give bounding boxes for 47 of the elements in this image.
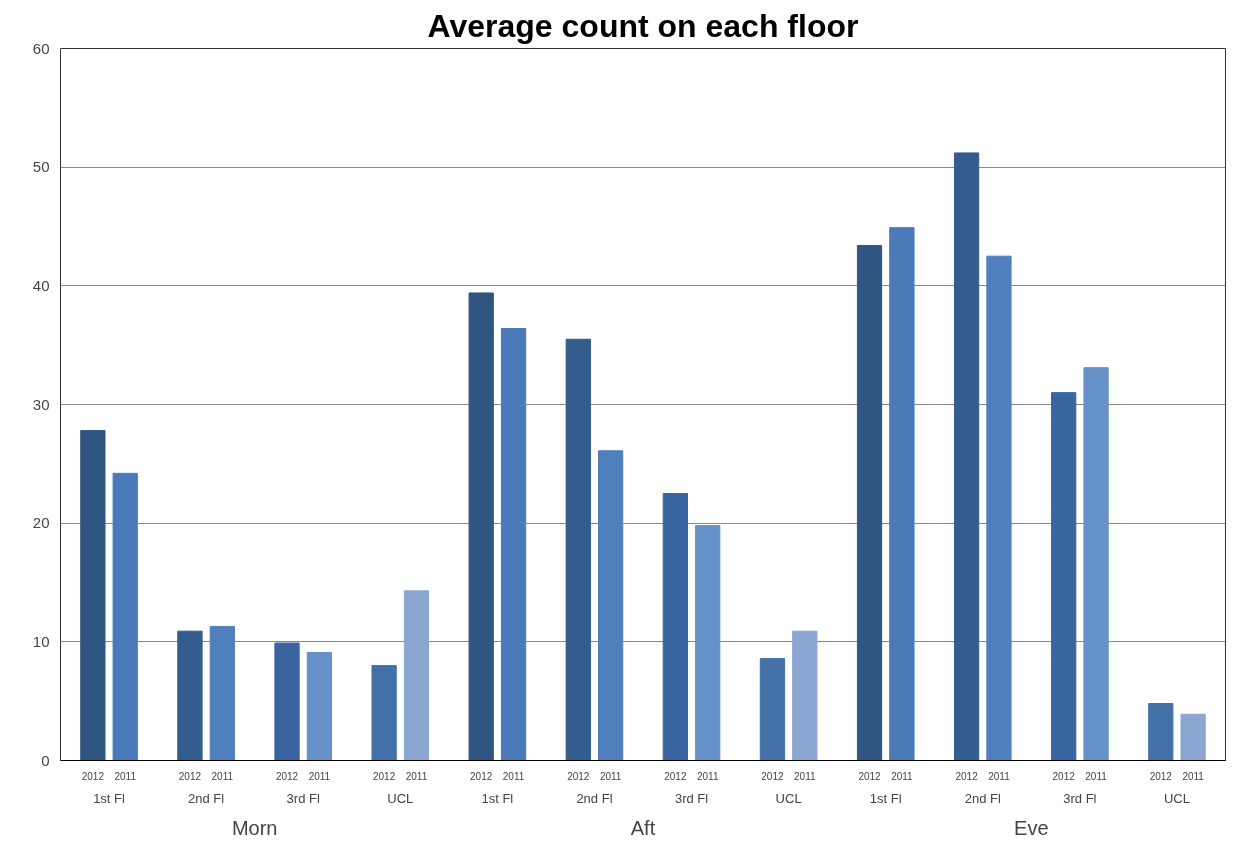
y-tick-label: 50 <box>32 158 50 176</box>
x-tick-label: 2012 <box>1149 770 1173 782</box>
y-tick-label: 30 <box>32 395 50 413</box>
x-tick-label: 2012 <box>858 770 882 782</box>
text: 3rd Fl <box>286 790 320 806</box>
x-tick-label: 2012 <box>761 770 785 782</box>
x-tick-label: 2012 <box>178 770 202 782</box>
text: Morn <box>231 816 278 839</box>
x-tick-label: 2011 <box>114 770 137 782</box>
x-tick-label: 2012 <box>81 770 105 782</box>
x-tick-label: 2011 <box>405 770 428 782</box>
text: Eve <box>1014 816 1049 839</box>
x-tick-label: 2011 <box>1182 770 1205 782</box>
y-tick-label: 40 <box>32 276 50 294</box>
text: 2nd Fl <box>576 790 613 806</box>
x-tick-label: 2011 <box>308 770 331 782</box>
x-tick-label: 2012 <box>372 770 396 782</box>
text: UCL <box>1163 790 1190 806</box>
x-tick-label: 2012 <box>275 770 299 782</box>
x-tick-label: 2011 <box>988 770 1011 782</box>
text: Aft <box>630 816 656 839</box>
text: 3rd Fl <box>674 790 709 806</box>
y-tick-label: 60 <box>32 39 50 57</box>
x-tick-label: 2012 <box>664 770 687 782</box>
x-tick-label: 2011 <box>1085 770 1108 782</box>
x-tick-label: 2011 <box>211 770 234 782</box>
text: 2nd Fl <box>188 790 225 806</box>
text: 2nd Fl <box>964 790 1001 806</box>
text: 1st Fl <box>869 790 902 806</box>
y-tick-label: 10 <box>32 632 50 650</box>
x-tick-label: 2012 <box>1052 770 1076 782</box>
x-tick-label: 2011 <box>696 770 719 782</box>
y-tick-label: 0 <box>41 751 50 769</box>
x-tick-label: 2012 <box>470 770 493 782</box>
text: 3rd Fl <box>1063 790 1097 806</box>
x-tick-label: 2012 <box>567 770 590 782</box>
text: UCL <box>387 790 414 806</box>
x-tick-label: 2012 <box>955 770 979 782</box>
x-tick-label: 2011 <box>891 770 914 782</box>
x-tick-label: 2011 <box>599 770 622 782</box>
text: 1st Fl <box>481 790 514 806</box>
x-tick-label: 2011 <box>502 770 525 782</box>
x-tick-label: 2011 <box>794 770 816 782</box>
chart-title: Average count on each floor <box>427 7 859 44</box>
text: UCL <box>775 790 802 806</box>
text: 1st Fl <box>93 790 126 806</box>
y-tick-label: 20 <box>32 514 50 532</box>
